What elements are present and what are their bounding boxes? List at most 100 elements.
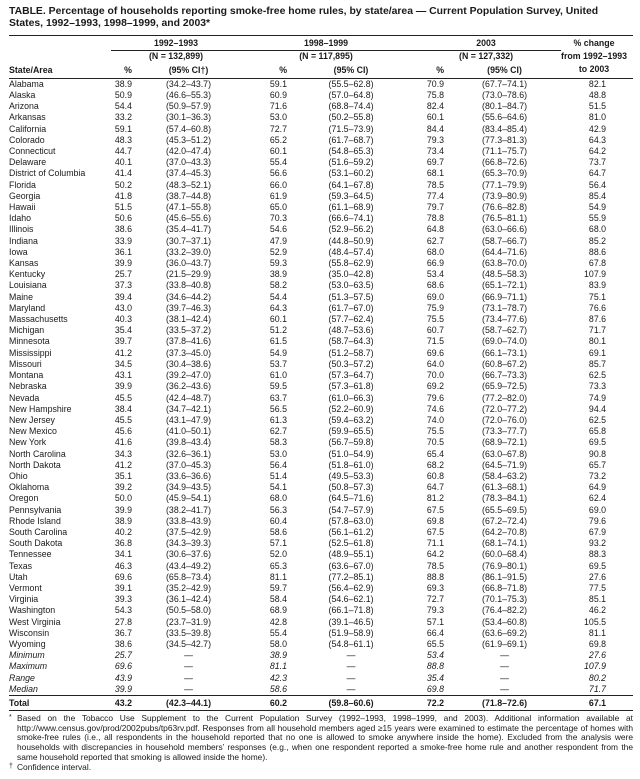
area-cell: Iowa	[9, 246, 28, 257]
percent-cell: 39.9	[114, 381, 132, 392]
ci-cell: (37.0–43.3)	[166, 157, 211, 168]
percent-change-cell: 27.6	[588, 571, 607, 582]
state-row: Arkansas 33.2 (30.1–36.3) 53.0 (50.2–55.8) 60…	[9, 112, 633, 123]
ci-cell: (45.9–54.1)	[166, 493, 211, 504]
area-cell: California	[9, 123, 47, 134]
percent-cell: 61.5	[269, 336, 288, 347]
state-row: Tennessee 34.1 (30.6–37.6) 52.0 (48.9–55.1) 6…	[9, 549, 633, 560]
ci-cell: —	[184, 650, 193, 661]
ci-cell: (57.4–60.8)	[166, 123, 211, 134]
ci-cell: (66.6–74.1)	[328, 213, 374, 224]
ci-cell: (52.9–56.2)	[328, 224, 374, 235]
ci-cell: (57.0–64.8)	[328, 90, 374, 101]
state-row: Michigan 35.4 (33.5–37.2) 51.2 (48.7–53.6) 60…	[9, 325, 633, 336]
percent-change-cell: 87.6	[588, 314, 607, 325]
percent-cell: 39.7	[114, 336, 132, 347]
percent-cell: 69.6	[114, 571, 132, 582]
percent-change-cell: 69.8	[588, 638, 607, 649]
state-row: Illinois 38.6 (35.4–41.7) 54.6 (52.9–56.2) 64…	[9, 224, 633, 235]
state-row: Maryland 43.0 (39.7–46.3) 64.3 (61.7–67.0) 75…	[9, 303, 633, 314]
ci-cell: —	[184, 683, 193, 694]
percent-cell: 82.4	[426, 101, 445, 112]
state-row: Delaware 40.1 (37.0–43.3) 55.4 (51.6–59.2) 69…	[9, 157, 633, 168]
area-cell: Texas	[9, 560, 32, 571]
ci-cell: (73.0–78.6)	[482, 90, 528, 101]
area-cell: Ohio	[9, 470, 28, 481]
area-cell: Idaho	[9, 213, 32, 224]
percent-change-header-line1: % change	[573, 37, 615, 48]
percent-cell: 88.8	[426, 661, 445, 672]
period-header-row: 1992–1993 1998–1999 2003 % change from 1…	[9, 34, 634, 79]
percent-cell: 44.7	[114, 146, 132, 157]
ci-cell: (55.5–62.8)	[328, 78, 374, 89]
ci-cell: (55.6–64.6)	[482, 112, 528, 123]
area-cell: Kentucky	[9, 269, 46, 280]
state-row: Texas 46.3 (43.4–49.2) 65.3 (63.6–67.0) 78.5 (…	[9, 561, 633, 572]
state-row: New York 41.6 (39.8–43.4) 58.3 (56.7–59.8) 70…	[9, 437, 633, 448]
percent-cell: 51.5	[114, 202, 132, 213]
ci-cell: —	[184, 661, 193, 672]
percent-change-cell: 80.1	[588, 336, 607, 347]
ci-cell: (65.9–72.5)	[482, 381, 528, 392]
percent-cell: 25.7	[114, 650, 132, 661]
percent-cell: 55.4	[269, 627, 288, 638]
ci-cell: (51.3–57.5)	[328, 291, 374, 302]
area-cell: Connecticut	[9, 146, 56, 157]
ci-cell: (64.1–67.8)	[328, 179, 374, 190]
state-row: Utah 69.6 (65.8–73.4) 81.1 (77.2–85.1) 88.8 (8…	[9, 572, 633, 583]
ci-cell: (38.1–42.4)	[166, 314, 211, 325]
ci-header-3: (95% CI)	[448, 61, 562, 79]
percent-cell: 52.0	[269, 549, 288, 560]
percent-change-cell: 67.1	[561, 694, 634, 711]
percent-change-cell: 85.7	[588, 358, 607, 369]
percent-change-cell: 42.9	[588, 123, 607, 134]
percent-cell: 68.9	[269, 605, 288, 616]
ci-cell: (55.8–62.9)	[328, 258, 374, 269]
state-row: New Jersey 45.5 (43.1–47.9) 61.3 (59.4–63.2)…	[9, 415, 633, 426]
ci-cell: (63.6–67.0)	[328, 560, 374, 571]
total-row: Total 43.2 (42.3–44.1) 60.2 (59.8–60.6) 72.2(…	[9, 694, 634, 711]
ci-cell: (60.0–68.4)	[482, 549, 528, 560]
percent-cell: 70.3	[269, 213, 288, 224]
column-header-row: State/Area % (95% CI†) % (95% CI) % (95%…	[9, 61, 633, 79]
percent-cell: 42.3	[269, 672, 288, 683]
percent-cell: 41.8	[114, 190, 132, 201]
percent-cell: 64.8	[426, 224, 445, 235]
percent-cell: 38.9	[114, 515, 132, 526]
percent-cell: 54.4	[269, 291, 288, 302]
footnote-ci: † Confidence interval.	[9, 762, 633, 773]
ci-cell: (39.7–46.3)	[166, 302, 211, 313]
percent-cell: 40.3	[114, 314, 132, 325]
percent-change-cell: 69.5	[588, 437, 607, 448]
percent-cell: 59.7	[269, 582, 288, 593]
n-1998-1999: (N = 117,895)	[299, 50, 353, 61]
area-cell: Georgia	[9, 190, 41, 201]
footnote-source: * Based on the Tobacco Use Supplement to …	[9, 713, 633, 763]
area-cell: Delaware	[9, 157, 47, 168]
ci-cell: (41.0–50.1)	[166, 426, 211, 437]
percent-cell: 53.4	[426, 650, 445, 661]
percent-cell: 39.2	[114, 482, 132, 493]
ci-cell: (33.8–43.9)	[166, 515, 211, 526]
percent-change-cell: 27.6	[588, 650, 607, 661]
state-row: Georgia 41.8 (38.7–44.8) 61.9 (59.3–64.5) 77.…	[9, 191, 633, 202]
percent-cell: 39.3	[114, 594, 132, 605]
ci-cell: —	[346, 650, 356, 661]
area-cell: Median	[9, 683, 38, 694]
table-body: Alabama 38.9 (34.2–43.7) 59.1 (55.5–62.8) 70.…	[9, 78, 633, 695]
state-row: Nebraska 39.9 (36.2–43.6) 59.5 (57.3–61.8) 69…	[9, 381, 633, 392]
percent-cell: 53.0	[269, 448, 288, 459]
ci-cell: (58.7–62.7)	[482, 325, 528, 336]
ci-cell: (80.1–84.7)	[482, 101, 528, 112]
percent-cell: 75.5	[426, 426, 445, 437]
percent-cell: 50.2	[114, 179, 132, 190]
ci-cell: (30.6–37.6)	[166, 549, 211, 560]
state-row: Colorado 48.3 (45.3–51.2) 65.2 (61.7–68.7) 79…	[9, 135, 633, 146]
ci-cell: (58.7–64.3)	[328, 336, 374, 347]
ci-cell: (77.2–82.0)	[482, 392, 528, 403]
table-header: 1992–1993 1998–1999 2003 % change from 1…	[9, 34, 634, 79]
state-row: Iowa 36.1 (33.2–39.0) 52.9 (48.4–57.4) 68.0 (6…	[9, 247, 633, 258]
ci-cell: (56.4–62.9)	[328, 582, 374, 593]
ci-cell: (33.5–37.2)	[166, 325, 211, 336]
area-cell: North Dakota	[9, 459, 61, 470]
